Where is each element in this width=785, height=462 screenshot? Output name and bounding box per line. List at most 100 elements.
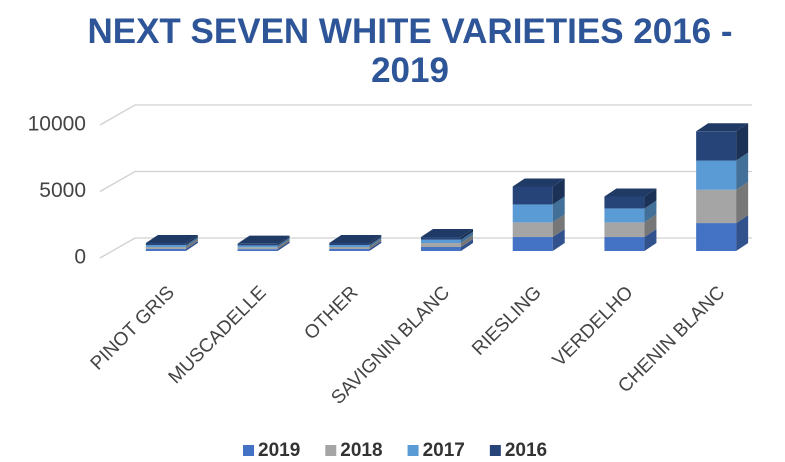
bar-segment [145,237,198,248]
x-tick-label: OTHER [300,282,362,344]
bar-segment [421,235,473,248]
bar-segment [512,196,565,223]
bar-side [277,235,290,246]
bar-segment [696,123,749,161]
bar-front [512,204,553,223]
bar-segment [604,188,657,209]
bar-front [145,249,186,251]
bar-side [644,214,657,238]
bar-front [696,160,737,190]
bar-side [552,214,565,238]
bar-front [604,208,645,223]
x-tick-label: PINOT GRIS [87,282,179,374]
bar-front [237,247,278,250]
bar-segment [604,229,657,251]
bar-side [185,241,198,251]
bar-side [369,237,382,248]
bar-side [461,239,473,251]
legend-label: 2017 [423,440,465,461]
bar-segment [329,239,382,250]
bar-segment [512,214,565,238]
bar-segment [512,229,565,251]
bar-top [237,235,290,244]
bar-front [329,249,370,251]
bar-segment [237,239,290,250]
bar-segment [512,178,565,205]
bar-front [696,189,737,224]
bar-front [696,131,737,161]
bar-front [512,237,553,251]
bar-front [237,243,278,246]
bar-side [277,241,290,251]
bar-segment [329,235,382,246]
bar-front [329,245,370,248]
legend-label: 2016 [505,440,547,461]
bar-segment [604,200,657,223]
bar-segment [145,239,198,250]
bar-front [145,247,186,250]
bar-front [145,243,186,246]
bar-front [237,245,278,248]
bar-side [369,239,382,250]
bar-front [604,237,645,251]
bar-front [145,245,186,248]
bar-front [512,222,553,238]
bar-segment [329,237,382,248]
bar-side [461,231,473,244]
bar-side [736,215,749,251]
bar-segment [421,231,473,244]
legend-label: 2019 [258,440,300,461]
bar-segment [421,239,473,251]
x-tick-label: MUSCADELLE [165,282,271,388]
grid-line [99,104,752,126]
bar-side [736,181,749,224]
bar-front [421,247,461,251]
bar-side [461,229,473,240]
bar-front [696,223,737,251]
bar-side [461,235,473,248]
bar-segment [237,241,290,251]
bar-side [277,239,290,250]
bar-front [421,243,461,248]
legend-swatch [243,445,254,456]
bar-top [329,235,382,244]
bar-side [185,235,198,246]
bar-top [145,235,198,244]
y-tick-label: 10000 [28,113,86,136]
legend-swatch [489,445,501,456]
chart-title: NEXT SEVEN WHITE VARIETIES 2016 -2019 [87,12,732,90]
bar-segment [145,235,198,246]
bar-side [644,229,657,251]
bar-front [512,186,553,205]
bar-segment [329,241,382,251]
bar-front [421,237,461,240]
bar-front [237,249,278,251]
bar-segment [604,214,657,238]
bar-side [552,229,565,251]
bar-segment [237,237,290,248]
bar-segment [696,215,749,251]
bar-front [329,247,370,250]
bar-side [736,152,749,190]
legend-label: 2018 [340,440,382,461]
legend-swatch [325,445,337,456]
bar-segment [696,152,749,190]
bar-top [421,229,473,238]
bar-side [185,237,198,248]
legend-swatch [407,445,419,456]
y-tick-label: 0 [74,246,86,269]
bar-side [552,196,565,223]
x-tick-label: VERDELHO [549,282,638,371]
bar-side [277,237,290,248]
bar-top [696,123,749,132]
bar-side [736,123,749,161]
bar-side [185,239,198,250]
bar-segment [421,229,473,240]
bar-front [604,222,645,238]
bar-front [421,239,461,244]
bar-top [604,188,657,197]
y-tick-label: 5000 [39,179,86,202]
bar-side [644,200,657,223]
bar-segment [237,235,290,246]
